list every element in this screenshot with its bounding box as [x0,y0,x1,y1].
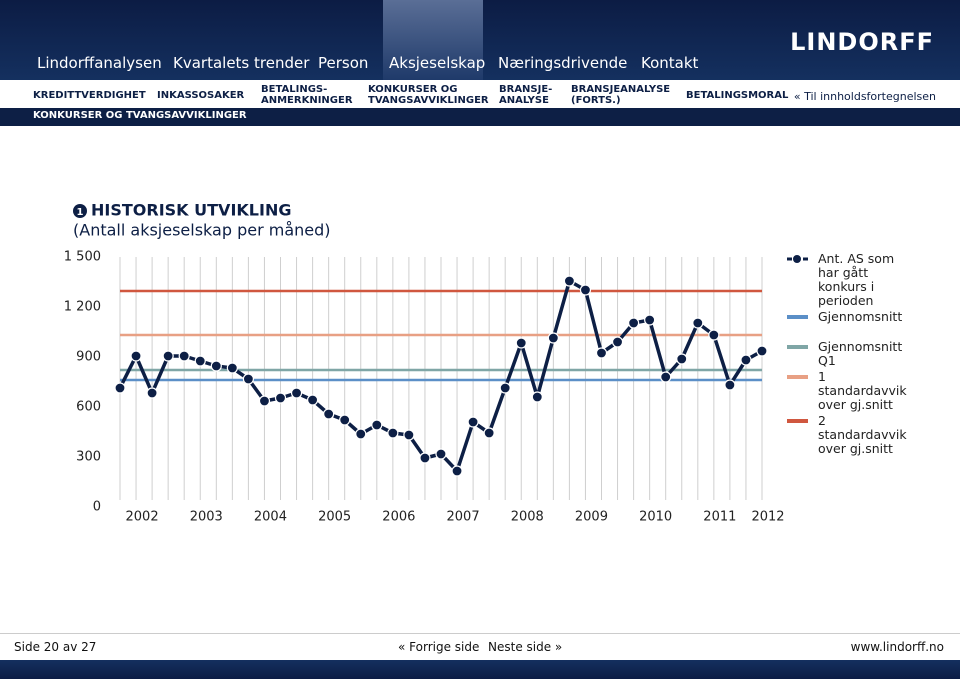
y-tick-label: 1 200 [64,300,101,315]
data-point [210,360,222,372]
data-point [323,408,335,420]
next-link[interactable]: Neste side » [488,640,563,654]
nav-link[interactable]: Næringsdrivende [498,54,628,72]
bottom-bar [0,660,960,679]
x-tick-label: 2008 [511,510,544,525]
legend-label: Gjennomsnitt [818,309,903,324]
data-point [724,379,736,391]
data-point [290,387,303,399]
y-tick-label: 0 [93,500,101,515]
data-point [258,395,271,407]
data-point [708,329,720,341]
nav-link[interactable]: Lindorffanalysen [37,54,162,72]
data-point [162,350,174,362]
data-point [435,448,447,460]
data-point [467,416,479,428]
data-point [226,362,238,374]
chart-subtitle: (Antall aksjeselskap per måned) [73,221,331,240]
x-tick-label: 2003 [190,510,223,525]
x-tick-label: 2004 [254,510,287,525]
y-tick-label: 300 [76,450,101,465]
data-point [531,391,543,403]
nav-link[interactable]: Aksjeselskap [389,54,486,72]
data-point [451,465,463,477]
subnav-item[interactable]: (FORTS.) [571,95,621,106]
active-tab [383,0,483,80]
data-point [676,353,688,365]
x-tick-label: 2006 [382,510,415,525]
data-point [194,355,206,367]
data-point [483,427,495,439]
logo: LINDORFF [790,28,934,56]
data-point [307,394,319,406]
x-tick-label: 2012 [751,510,784,525]
subnav-item[interactable]: BRANSJE- [499,84,553,95]
subnav-item[interactable]: ANMERKNINGER [261,95,353,106]
data-point [178,350,190,362]
data-point [114,382,126,394]
data-point [644,314,656,326]
y-tick-label: 1 500 [64,250,101,265]
subnav-item[interactable]: BRANSJEANALYSE [571,84,671,95]
legend-label: 2 standardavvik over gj.snitt [818,413,907,456]
page-number: Side 20 av 27 [14,640,97,654]
data-point [627,317,640,329]
x-tick-label: 2007 [447,510,480,525]
legend-label: 1 standardavvik over gj.snitt [818,369,907,412]
data-point [660,371,672,383]
nav-link[interactable]: Kvartalets trender [173,54,310,72]
x-tick-label: 2002 [126,510,159,525]
data-point [547,332,559,344]
x-tick-label: 2010 [639,510,672,525]
nav-link[interactable]: Kontakt [641,54,699,72]
subnav-item[interactable]: KREDITTVERDIGHET [33,90,146,101]
chart-number: 1 [77,207,84,218]
nav-link[interactable]: Person [318,54,369,72]
data-point [692,317,704,329]
data-point [579,284,592,296]
x-tick-label: 2009 [575,510,608,525]
data-point [740,354,752,366]
x-tick-label: 2005 [318,510,351,525]
data-point [756,345,768,357]
url[interactable]: www.lindorff.no [850,640,944,654]
section-bar [0,108,960,126]
data-point [611,336,624,348]
prev-link[interactable]: « Forrige side [398,640,480,654]
data-point [403,429,415,441]
data-point [419,452,431,464]
legend-label: Gjennomsnitt Q1 [818,339,903,368]
data-point [371,419,383,431]
subnav-item[interactable]: BETALINGSMORAL [686,90,789,101]
data-point [355,428,367,440]
data-point [339,414,351,426]
x-tick-label: 2011 [703,510,736,525]
data-point [563,275,576,287]
y-tick-label: 600 [76,400,101,415]
subnav-item[interactable]: KONKURSER OG [368,84,458,95]
data-point [499,382,511,394]
subnav-item[interactable]: ANALYSE [499,95,549,106]
section-title: KONKURSER OG TVANGSAVVIKLINGER [33,110,247,121]
legend-label: Ant. AS som har gått konkurs i perioden [818,251,895,308]
subnav-item[interactable]: INKASSOSAKER [157,90,245,101]
legend-swatch-dot [792,254,802,264]
subnav-item[interactable]: TVANGSAVVIKLINGER [368,95,489,106]
y-tick-label: 900 [76,350,101,365]
data-point [595,347,608,359]
badge [73,204,87,218]
data-point [274,392,287,404]
data-point [146,387,158,399]
data-point [387,427,399,439]
footer [0,633,960,662]
subnav-item[interactable]: BETALINGS- [261,84,328,95]
back-link[interactable]: « Til innholdsfortegnelsen [793,90,936,103]
data-point [130,350,142,362]
chart-title: HISTORISK UTVIKLING [91,201,291,220]
data-point [515,337,527,349]
data-point [242,373,254,385]
